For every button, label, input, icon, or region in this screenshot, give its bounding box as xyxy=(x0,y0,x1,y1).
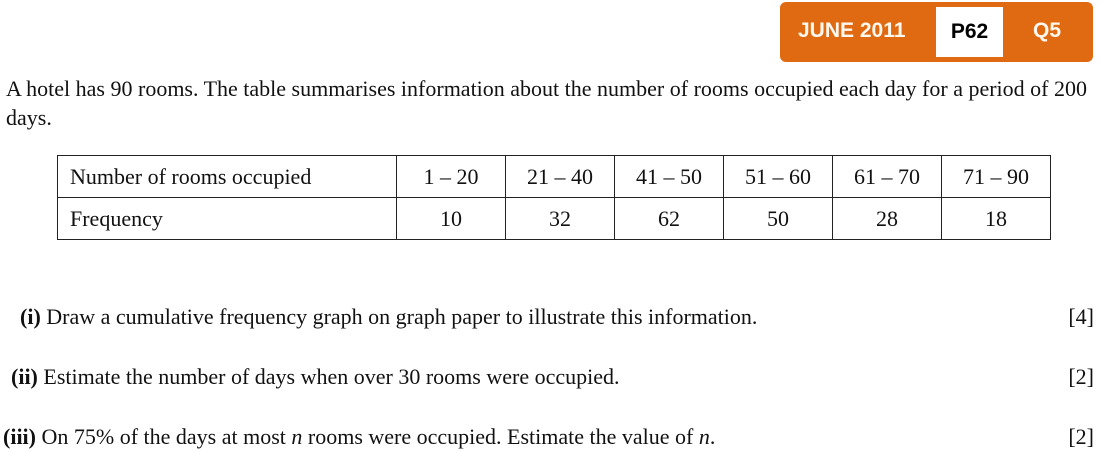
row-header: Frequency xyxy=(57,197,397,240)
table-cell: 32 xyxy=(505,197,615,240)
part-iii: (iii) On 75% of the days at most n rooms… xyxy=(3,424,715,450)
part-i: (i) Draw a cumulative frequency graph on… xyxy=(20,304,757,330)
table-cell: 28 xyxy=(832,197,942,240)
part-label: (i) xyxy=(20,304,41,329)
part-text: Draw a cumulative frequency graph on gra… xyxy=(46,304,758,329)
part-text: . xyxy=(709,424,716,449)
part-marks: [2] xyxy=(1068,424,1094,449)
table-cell: 61 – 70 xyxy=(832,155,942,198)
question-intro: A hotel has 90 rooms. The table summaris… xyxy=(6,76,1087,130)
table-row: Number of rooms occupied 1 – 20 21 – 40 … xyxy=(57,155,1051,198)
part-marks: [2] xyxy=(1068,364,1094,389)
variable-n: n xyxy=(291,424,303,449)
badge-question: Q5 xyxy=(1033,19,1062,42)
part-text: Estimate the number of days when over 30… xyxy=(43,364,620,389)
table-cell: 41 – 50 xyxy=(614,155,724,198)
table-cell: 51 – 60 xyxy=(723,155,833,198)
variable-n: n xyxy=(698,424,710,449)
row-header: Number of rooms occupied xyxy=(57,155,397,198)
badge-paper: P62 xyxy=(936,7,1003,57)
part-marks: [4] xyxy=(1068,304,1094,329)
table-row: Frequency 10 32 62 50 28 18 xyxy=(57,197,1051,240)
part-text: rooms were occupied. Estimate the value … xyxy=(302,424,699,449)
table-cell: 71 – 90 xyxy=(941,155,1051,198)
table-cell: 1 – 20 xyxy=(396,155,506,198)
part-ii: (ii) Estimate the number of days when ov… xyxy=(11,364,620,390)
badge-date: JUNE 2011 xyxy=(798,19,906,42)
part-text: On 75% of the days at most xyxy=(41,424,292,449)
table-cell: 50 xyxy=(723,197,833,240)
part-label: (iii) xyxy=(3,424,36,449)
part-label: (ii) xyxy=(11,364,38,389)
table-cell: 62 xyxy=(614,197,724,240)
exam-reference-badge: JUNE 2011 P62 Q5 xyxy=(780,2,1093,62)
table-cell: 18 xyxy=(941,197,1051,240)
table-cell: 10 xyxy=(396,197,506,240)
frequency-table: Number of rooms occupied 1 – 20 21 – 40 … xyxy=(57,155,1051,240)
table-cell: 21 – 40 xyxy=(505,155,615,198)
